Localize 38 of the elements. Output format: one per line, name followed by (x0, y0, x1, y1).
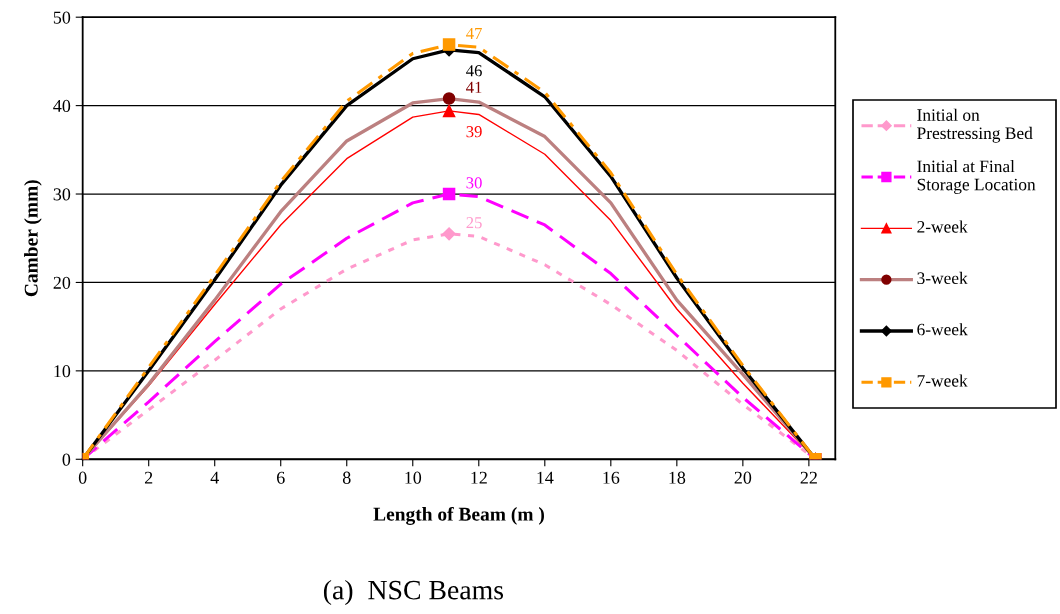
legend-label: 6-week (917, 323, 968, 336)
point (442, 227, 456, 241)
x-tick-label: 10 (405, 471, 422, 484)
legend-label: 3-week (917, 271, 968, 285)
y-tick-label: 10 (54, 365, 71, 378)
y-tick-label: 40 (53, 99, 71, 113)
point (442, 104, 456, 118)
data-label: 41 (466, 81, 482, 93)
x-tick-label: 2 (144, 471, 153, 484)
x-tick-label: 14 (537, 471, 554, 484)
legend-label: Initial on Prestressing Bed (917, 108, 1033, 143)
legend-label: 7-week (917, 374, 968, 387)
legend-label: Initial at Final Storage Location (917, 160, 1036, 194)
y-tick-label: 20 (53, 276, 71, 289)
x-tick-label: 22 (800, 471, 817, 484)
x-tick-label: 16 (603, 471, 620, 484)
point (442, 187, 456, 201)
data-label: 30 (466, 177, 482, 189)
data-label: 47 (466, 27, 482, 39)
x-tick-label: 18 (669, 471, 686, 484)
y-tick-label: 50 (53, 11, 71, 24)
data-label: 46 (466, 65, 482, 77)
x-tick-label: 8 (342, 471, 351, 484)
x-tick-label: 12 (471, 471, 487, 484)
point (442, 38, 456, 51)
y-axis-title: Camber (mm) (24, 180, 42, 297)
point (442, 92, 456, 105)
text: (a) NSC Beams (323, 579, 504, 606)
y-tick-label: 30 (53, 188, 71, 201)
x-tick-label: 20 (734, 471, 752, 484)
x-tick-label: 6 (276, 471, 285, 484)
x-tick-label: 4 (210, 471, 219, 484)
data-label: 39 (466, 126, 482, 138)
x-tick-label: 0 (78, 471, 87, 484)
legend-label: 2-week (917, 220, 968, 233)
x-axis-title: Length of Beam (m ) (373, 506, 544, 525)
y-tick-label: 0 (62, 453, 71, 466)
data-label: 25 (466, 217, 482, 229)
